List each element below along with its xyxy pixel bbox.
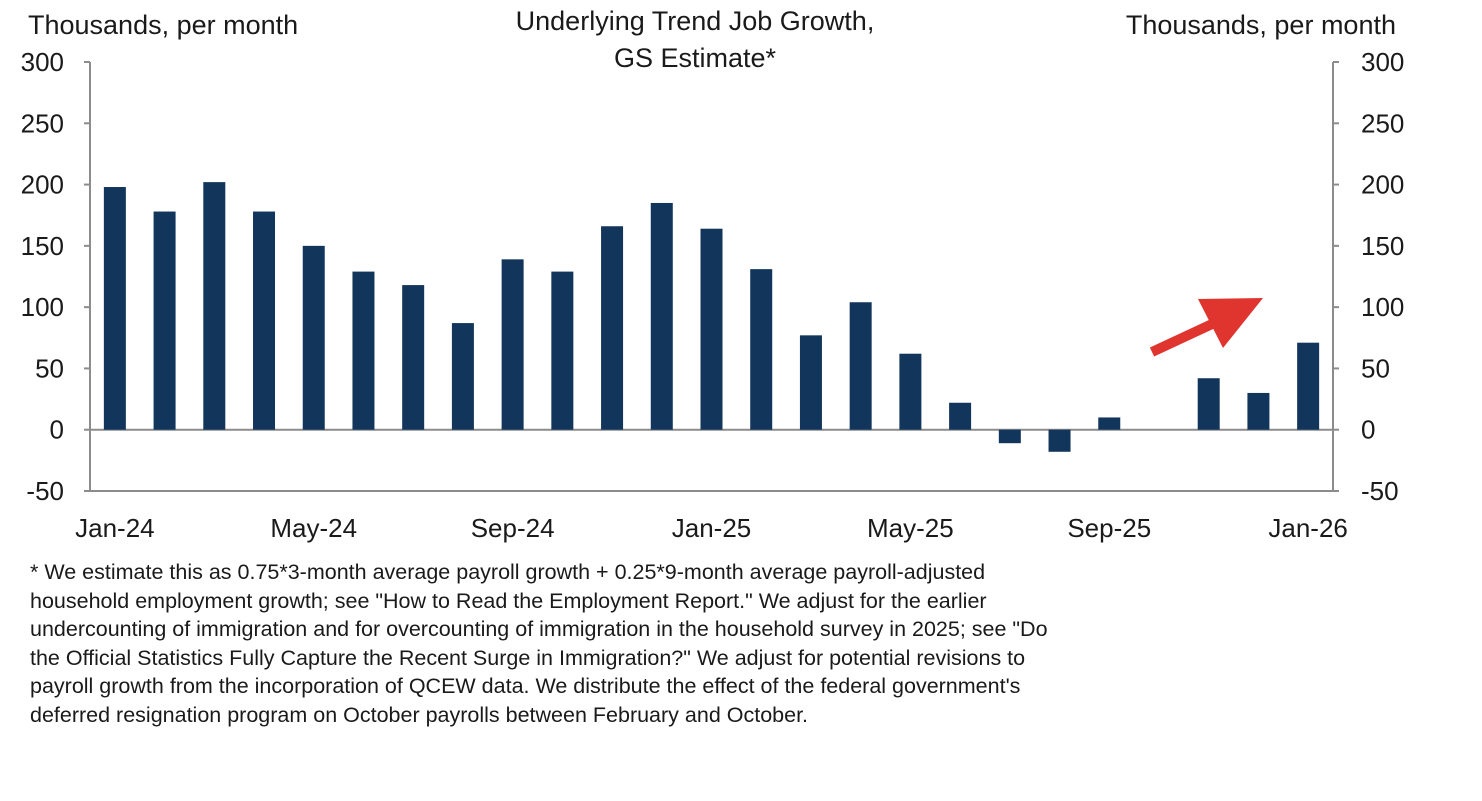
bar-Jan-25 [700, 228, 723, 430]
left-axis-label: Thousands, per month [28, 10, 298, 40]
bar-Apr-25 [849, 302, 872, 430]
bar-chart: Thousands, per month Thousands, per mont… [21, 6, 1405, 543]
right-tick-label: 300 [1361, 47, 1404, 77]
bar-May-25 [899, 353, 922, 430]
left-tick-label: -50 [26, 476, 64, 506]
footnote-line: household employment growth; see "How to… [30, 588, 987, 613]
bar-Mar-25 [799, 335, 822, 430]
right-tick-label: 100 [1361, 292, 1404, 322]
right-axis-label: Thousands, per month [1126, 10, 1396, 40]
bar-Sep-25 [1098, 417, 1121, 430]
bar-Oct-24 [551, 271, 574, 430]
left-tick-label: 150 [21, 231, 64, 261]
x-tick-label: Sep-24 [471, 513, 555, 543]
right-tick-label: 0 [1361, 415, 1375, 445]
bar-Aug-25 [1048, 429, 1071, 452]
bar-Jan-26 [1297, 342, 1320, 430]
x-tick-label: May-24 [270, 513, 357, 543]
footnote-line: * We estimate this as 0.75*3-month avera… [30, 560, 986, 584]
right-tick-label: 150 [1361, 231, 1404, 261]
bar-Jan-24 [103, 187, 126, 430]
footnote: * We estimate this as 0.75*3-month avera… [30, 558, 1450, 729]
bar-Feb-25 [750, 269, 773, 430]
chart-subtitle: GS Estimate* [614, 43, 777, 73]
bar-Mar-24 [203, 182, 226, 430]
x-tick-label: May-25 [867, 513, 954, 543]
footnote-line: payroll growth from the incorporation of… [30, 674, 1021, 698]
right-tick-label: 200 [1361, 170, 1404, 200]
right-tick-label: 250 [1361, 108, 1404, 138]
left-tick-label: 50 [35, 353, 64, 383]
left-tick-label: 0 [50, 415, 64, 445]
footnote-line: deferred resignation program on October … [30, 702, 809, 727]
footnote-line: undercounting of immigration and for ove… [30, 617, 1048, 641]
left-tick-label: 100 [21, 292, 64, 322]
bar-Nov-25 [1197, 378, 1220, 430]
x-tick-label: Jan-26 [1268, 513, 1348, 543]
right-tick-label: -50 [1361, 476, 1399, 506]
bar-Dec-25 [1247, 392, 1270, 430]
left-tick-label: 200 [21, 170, 64, 200]
left-tick-label: 300 [21, 47, 64, 77]
x-tick-label: Jan-25 [672, 513, 752, 543]
bar-Jul-24 [402, 285, 425, 430]
bar-Jun-24 [352, 271, 375, 430]
x-tick-label: Jan-24 [75, 513, 155, 543]
bar-Jul-25 [998, 429, 1021, 444]
bar-Apr-24 [253, 211, 276, 430]
bar-May-24 [302, 245, 325, 430]
trend-arrow [1149, 298, 1263, 357]
x-tick-label: Sep-25 [1067, 513, 1151, 543]
bar-Nov-24 [601, 226, 624, 430]
bar-Jun-25 [949, 402, 972, 430]
bar-Aug-24 [451, 323, 474, 430]
chart-title: Underlying Trend Job Growth, [516, 6, 875, 36]
bar-Dec-24 [650, 202, 673, 430]
left-tick-label: 250 [21, 108, 64, 138]
bar-Sep-24 [501, 259, 524, 430]
footnote-line: the Official Statistics Fully Capture th… [30, 645, 1026, 670]
right-tick-label: 50 [1361, 353, 1390, 383]
bar-Feb-24 [153, 211, 176, 430]
